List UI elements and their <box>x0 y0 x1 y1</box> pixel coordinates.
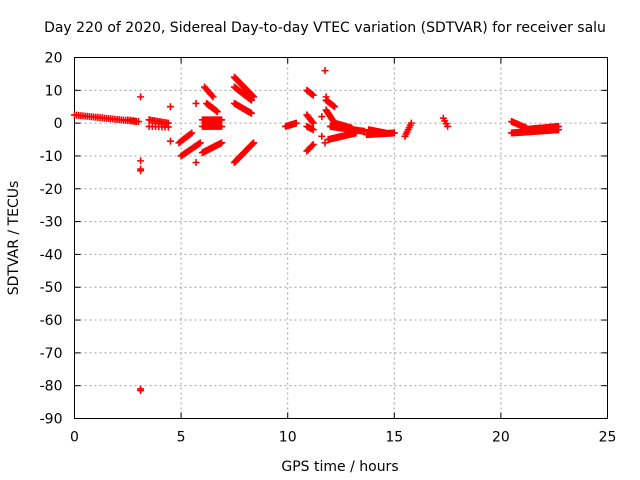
tick-layer: 0 5 10 15 20 25 20 10 0 -10 -20 -30 -40 -50 -60 -70 -80 -… <box>40 51 617 446</box>
data-point <box>192 159 200 167</box>
y-tick-label: -70 <box>40 346 63 362</box>
data-point <box>250 139 258 147</box>
data-point <box>186 130 194 138</box>
data-point <box>309 140 317 148</box>
data-point <box>292 119 300 127</box>
data-point <box>308 90 316 98</box>
plot-frame <box>74 57 608 419</box>
data-point <box>247 96 255 104</box>
y-tick-label: 20 <box>45 51 63 67</box>
data-point <box>218 122 226 130</box>
x-tick-label: 20 <box>492 430 510 446</box>
data-point <box>331 103 339 111</box>
data-point <box>196 139 204 147</box>
data-point <box>137 157 145 165</box>
data-point <box>330 102 338 110</box>
x-axis-label: GPS time / hours <box>281 459 398 475</box>
data-point <box>166 103 174 111</box>
data-point <box>249 140 257 148</box>
data-point <box>213 108 221 116</box>
data-point <box>195 140 203 148</box>
y-tick-label: -60 <box>40 313 63 329</box>
y-tick-label: -50 <box>40 280 63 296</box>
x-tick-label: 15 <box>385 430 403 446</box>
data-point <box>208 91 216 99</box>
data-point <box>321 139 329 147</box>
data-point <box>164 123 172 131</box>
data-point <box>382 129 390 137</box>
data-point <box>309 119 317 127</box>
data-point <box>218 116 226 124</box>
data-point <box>246 95 254 103</box>
data-point <box>192 99 200 107</box>
data-point <box>318 113 326 121</box>
points-layer <box>71 67 562 395</box>
data-point <box>407 119 415 127</box>
chart-title: Day 220 of 2020, Sidereal Day-to-day VTE… <box>44 20 606 36</box>
data-point <box>322 93 330 101</box>
data-point <box>318 132 326 140</box>
y-tick-label: -40 <box>40 247 63 263</box>
y-tick-label: -20 <box>40 182 63 198</box>
y-tick-label: -10 <box>40 149 63 165</box>
data-point <box>390 129 398 137</box>
x-tick-label: 0 <box>70 430 79 446</box>
x-tick-label: 5 <box>177 430 186 446</box>
y-tick-label: 0 <box>54 116 63 132</box>
data-point <box>321 67 329 75</box>
y-axis-label: SDTVAR / TECUs <box>6 181 22 296</box>
data-point <box>309 91 317 99</box>
data-point <box>188 129 196 137</box>
data-point <box>348 124 356 132</box>
data-point <box>444 122 452 130</box>
data-point <box>554 122 562 130</box>
y-tick-label: -30 <box>40 215 63 231</box>
data-point <box>212 107 220 115</box>
data-point <box>137 387 145 395</box>
data-point <box>134 117 142 125</box>
x-tick-label: 25 <box>599 430 617 446</box>
data-point <box>218 139 226 147</box>
data-point <box>308 142 316 150</box>
data-point <box>166 137 174 145</box>
data-point <box>209 93 217 101</box>
x-tick-label: 10 <box>279 430 297 446</box>
data-point <box>137 93 145 101</box>
data-point <box>308 118 316 126</box>
data-point <box>309 126 317 134</box>
data-point <box>137 167 145 175</box>
data-point <box>247 109 255 117</box>
y-tick-label: 10 <box>45 83 63 99</box>
grid-layer <box>74 57 608 419</box>
y-tick-label: -90 <box>40 412 63 428</box>
y-tick-label: -80 <box>40 379 63 395</box>
